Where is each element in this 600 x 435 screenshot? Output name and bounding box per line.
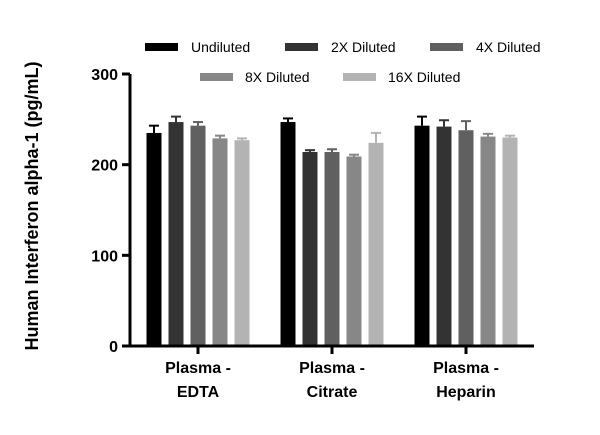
bar-1-1: [146, 132, 162, 346]
bar-1-5: [234, 140, 250, 346]
legend: Undiluted 2X Diluted 4X Diluted 8X Diluted 1…: [145, 39, 541, 85]
bar-1-3: [190, 125, 206, 347]
bars-layer: [146, 115, 518, 347]
x-tick-label-3-line-2: Heparin: [436, 384, 496, 401]
legend-label-4: 8X Diluted: [245, 69, 310, 85]
bar-2-3: [324, 151, 340, 346]
y-tick-label-3: 200: [91, 158, 118, 175]
y-tick-label-1: 0: [109, 339, 118, 356]
legend-label-5: 16X Diluted: [388, 69, 460, 85]
x-tick-label-3-line-1: Plasma -: [433, 360, 499, 377]
bar-1-2: [168, 122, 184, 346]
bar-3-5: [502, 137, 518, 346]
y-axis-label: Human Interferon alpha-1 (pg/mL): [22, 61, 42, 350]
bar-2-2: [302, 151, 318, 346]
bar-3-1: [414, 125, 430, 347]
legend-label-1: Undiluted: [191, 39, 250, 55]
bar-1-4: [212, 138, 228, 346]
legend-swatch-4: [200, 73, 233, 81]
legend-swatch-5: [343, 73, 376, 81]
bar-3-4: [480, 136, 496, 346]
x-tick-label-1-line-1: Plasma -: [165, 360, 231, 377]
bar-3-2: [436, 126, 452, 346]
legend-swatch-2: [285, 43, 318, 51]
bar-3-3: [458, 130, 474, 346]
bar-2-5: [368, 142, 384, 346]
x-tick-label-1-line-2: EDTA: [177, 384, 220, 401]
legend-label-3: 4X Diluted: [476, 39, 541, 55]
y-tick-label-2: 100: [91, 248, 118, 265]
y-tick-label-4: 300: [91, 67, 118, 84]
x-tick-label-2-line-2: Citrate: [307, 384, 358, 401]
legend-swatch-3: [430, 43, 463, 51]
bar-2-4: [346, 156, 362, 346]
legend-label-2: 2X Diluted: [331, 39, 396, 55]
axes: Plasma - EDTA Plasma - Citrate Plasma - Hepar…: [91, 67, 534, 401]
x-tick-label-2-line-1: Plasma -: [299, 360, 365, 377]
bar-2-1: [280, 122, 296, 346]
legend-swatch-1: [145, 43, 178, 51]
